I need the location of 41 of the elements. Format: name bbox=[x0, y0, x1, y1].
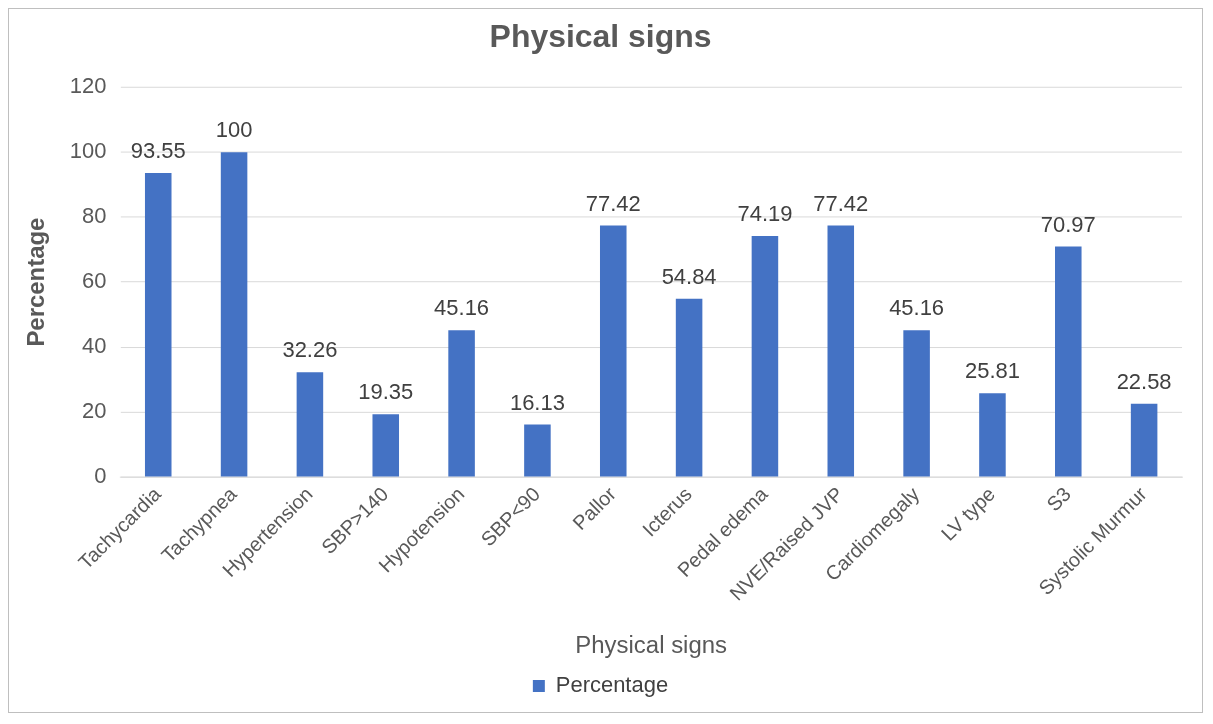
bar bbox=[979, 393, 1006, 477]
chart-title: Physical signs bbox=[489, 17, 712, 54]
data-label: 77.42 bbox=[813, 190, 869, 216]
bar bbox=[599, 225, 627, 477]
data-label: 22.58 bbox=[1116, 368, 1172, 394]
bar bbox=[448, 330, 475, 477]
y-tick-label: 120 bbox=[69, 73, 107, 99]
x-tick-label: LV type bbox=[936, 482, 1000, 545]
bar bbox=[372, 414, 400, 477]
legend-label: Percentage bbox=[555, 672, 669, 698]
y-tick-label: 100 bbox=[69, 138, 107, 164]
bar bbox=[144, 173, 172, 477]
y-tick-label: 40 bbox=[81, 333, 107, 359]
y-tick-label: 20 bbox=[81, 398, 107, 424]
bar bbox=[524, 424, 551, 477]
data-label: 70.97 bbox=[1040, 211, 1096, 237]
y-tick-label: 80 bbox=[81, 203, 107, 229]
bar bbox=[827, 225, 855, 477]
y-tick-label: 0 bbox=[94, 463, 107, 489]
data-label: 32.26 bbox=[282, 337, 338, 363]
data-label: 16.13 bbox=[509, 389, 565, 415]
bar bbox=[1130, 403, 1158, 477]
bar bbox=[903, 330, 930, 477]
bar bbox=[751, 235, 779, 477]
data-label: 45.16 bbox=[434, 295, 490, 321]
x-tick-label: S3 bbox=[1042, 482, 1075, 516]
data-label: 45.16 bbox=[889, 295, 945, 321]
bar bbox=[220, 152, 248, 477]
y-tick-label: 60 bbox=[81, 268, 107, 294]
data-label: 77.42 bbox=[585, 190, 641, 216]
data-label: 100 bbox=[215, 117, 253, 143]
data-label: 54.84 bbox=[661, 263, 717, 289]
data-label: 25.81 bbox=[964, 358, 1020, 384]
data-label: 93.55 bbox=[130, 138, 186, 164]
x-axis-title: Physical signs bbox=[575, 631, 728, 659]
y-axis-title: Percentage bbox=[21, 217, 49, 347]
data-label: 74.19 bbox=[737, 201, 793, 227]
data-label: 19.35 bbox=[358, 379, 414, 405]
bar bbox=[296, 372, 324, 477]
bar bbox=[1055, 246, 1082, 477]
bar bbox=[675, 298, 703, 477]
